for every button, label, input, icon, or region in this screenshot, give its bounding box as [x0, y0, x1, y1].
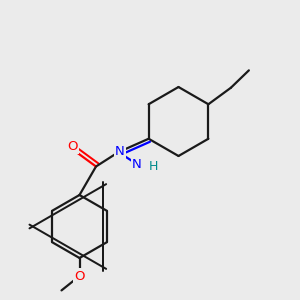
Text: O: O [74, 269, 85, 283]
Text: N: N [132, 158, 141, 171]
Text: H: H [148, 160, 158, 173]
Text: O: O [67, 140, 78, 153]
Text: N: N [115, 145, 124, 158]
